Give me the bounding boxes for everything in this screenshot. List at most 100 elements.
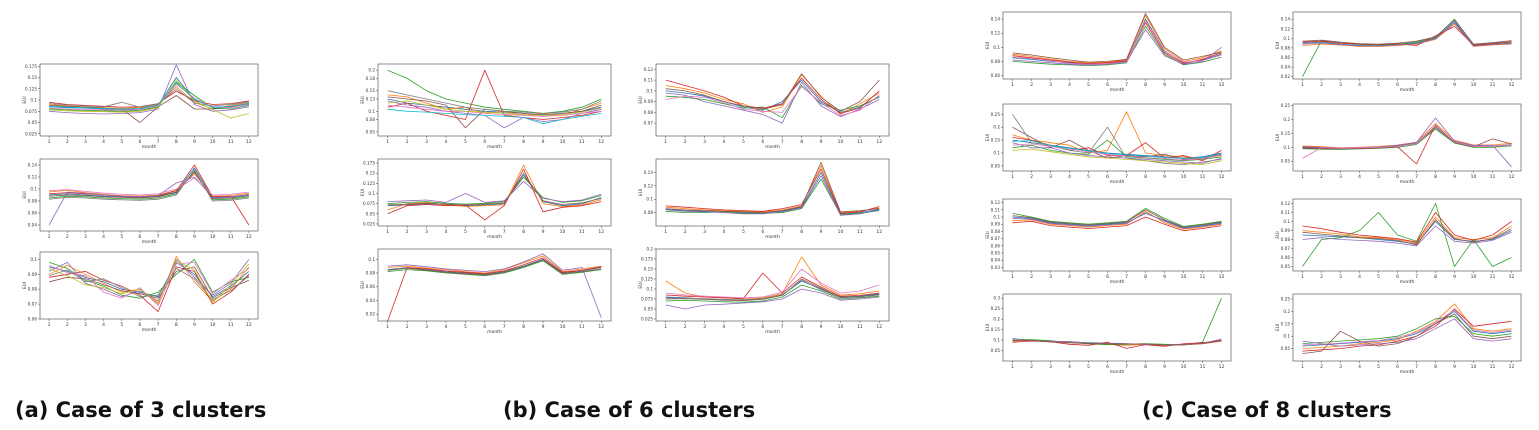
x-tick-label: 2 bbox=[406, 229, 409, 235]
y-tick-label: 0.1 bbox=[646, 88, 653, 93]
x-tick-label: 3 bbox=[703, 324, 706, 330]
series-line bbox=[387, 104, 602, 117]
subplot-c-8: 0.050.10.150.20.251 2 3 4 5 6 7 8 9 10 11 12monthEU… bbox=[1275, 293, 1522, 375]
series-line bbox=[1012, 22, 1222, 64]
x-tick-label: 1 bbox=[48, 234, 51, 240]
x-tick-label: 4 bbox=[1358, 82, 1361, 88]
y-tick-label: 0.07 bbox=[644, 121, 654, 126]
x-tick-label: 10 bbox=[1471, 364, 1477, 370]
x-tick-label: 11 bbox=[857, 324, 863, 330]
x-tick-label: 2 bbox=[66, 139, 69, 145]
y-tick-label: 0.08 bbox=[991, 59, 1001, 64]
x-tick-label: 12 bbox=[1509, 174, 1515, 180]
y-tick-label: 0.06 bbox=[1281, 55, 1291, 60]
y-axis-label: EUI bbox=[22, 96, 28, 103]
x-tick-label: 10 bbox=[1181, 274, 1187, 280]
x-tick-label: 10 bbox=[1471, 174, 1477, 180]
x-tick-label: 4 bbox=[445, 229, 448, 235]
x-tick-label: 9 bbox=[542, 139, 545, 145]
series-line bbox=[387, 69, 602, 120]
x-tick-label: 11 bbox=[1490, 364, 1496, 370]
x-tick-label: 8 bbox=[1144, 364, 1147, 370]
x-tick-label: 8 bbox=[1434, 274, 1437, 280]
x-tick-label: 11 bbox=[1490, 174, 1496, 180]
x-axis-label: month bbox=[487, 234, 502, 240]
y-tick-label: 0.04 bbox=[991, 258, 1001, 263]
y-tick-label: 0.125 bbox=[25, 86, 37, 91]
x-axis-label: month bbox=[1400, 87, 1415, 93]
y-tick-label: 0.06 bbox=[1281, 255, 1291, 260]
x-tick-label: 6 bbox=[1106, 364, 1109, 370]
series-line bbox=[1012, 339, 1222, 346]
x-tick-label: 10 bbox=[210, 234, 216, 240]
y-tick-label: 0.12 bbox=[1281, 26, 1291, 31]
x-tick-label: 6 bbox=[761, 229, 764, 235]
series-line bbox=[1302, 308, 1512, 352]
y-axis-label: EUI bbox=[638, 281, 644, 288]
x-tick-label: 8 bbox=[175, 139, 178, 145]
x-tick-label: 10 bbox=[1471, 274, 1477, 280]
y-axis-label: EUI bbox=[360, 96, 366, 103]
x-tick-label: 11 bbox=[228, 139, 234, 145]
y-tick-label: 0.175 bbox=[25, 64, 37, 69]
x-tick-label: 8 bbox=[175, 234, 178, 240]
x-tick-label: 2 bbox=[684, 139, 687, 145]
x-tick-label: 8 bbox=[800, 229, 803, 235]
plot-frame bbox=[655, 63, 890, 137]
x-tick-label: 5 bbox=[120, 139, 123, 145]
x-tick-label: 7 bbox=[1125, 174, 1128, 180]
y-tick-label: 0.15 bbox=[1281, 131, 1291, 136]
x-tick-label: 6 bbox=[761, 324, 764, 330]
x-tick-label: 11 bbox=[1200, 82, 1206, 88]
y-tick-label: 0.12 bbox=[1281, 201, 1291, 206]
series-line bbox=[49, 261, 250, 298]
series-line bbox=[1012, 15, 1222, 64]
y-tick-label: 0.04 bbox=[1281, 65, 1291, 70]
x-tick-label: 6 bbox=[483, 229, 486, 235]
series-line bbox=[49, 79, 249, 119]
x-tick-label: 3 bbox=[1049, 364, 1052, 370]
series-line bbox=[387, 172, 602, 207]
x-tick-label: 8 bbox=[1144, 274, 1147, 280]
x-tick-label: 3 bbox=[1049, 174, 1052, 180]
x-tick-label: 6 bbox=[1396, 274, 1399, 280]
x-tick-label: 2 bbox=[66, 234, 69, 240]
x-tick-label: 7 bbox=[1415, 364, 1418, 370]
y-tick-label: 0.05 bbox=[366, 211, 376, 216]
y-tick-label: 0.1 bbox=[993, 215, 1000, 220]
series-line bbox=[1302, 310, 1512, 347]
y-tick-label: 0.075 bbox=[641, 297, 653, 302]
x-tick-label: 6 bbox=[138, 322, 141, 328]
series-line bbox=[1012, 20, 1222, 65]
y-tick-label: 0.09 bbox=[28, 272, 38, 277]
x-axis-label: month bbox=[1110, 369, 1125, 375]
x-tick-label: 11 bbox=[579, 229, 585, 235]
y-tick-label: 0.12 bbox=[991, 200, 1001, 205]
x-tick-label: 1 bbox=[1011, 174, 1014, 180]
y-axis-label: EUI bbox=[638, 96, 644, 103]
subplot-c-6: 0.050.060.070.080.090.10.110.121 2 3 4 5 6 7 8 9… bbox=[1275, 198, 1522, 285]
x-tick-label: 10 bbox=[1181, 82, 1187, 88]
y-tick-label: 0.04 bbox=[28, 223, 38, 228]
y-tick-label: 0.05 bbox=[1281, 264, 1291, 269]
x-tick-label: 3 bbox=[84, 234, 87, 240]
x-tick-label: 4 bbox=[445, 324, 448, 330]
series-line bbox=[665, 279, 880, 301]
y-tick-label: 0.11 bbox=[1281, 210, 1291, 215]
series-line bbox=[665, 73, 880, 112]
y-tick-label: 0.3 bbox=[993, 296, 1000, 301]
series-line bbox=[387, 260, 602, 277]
series-line bbox=[387, 168, 602, 221]
x-tick-label: 1 bbox=[1011, 82, 1014, 88]
y-tick-label: 0.11 bbox=[644, 78, 654, 83]
series-line bbox=[1012, 212, 1222, 229]
x-tick-label: 3 bbox=[425, 324, 428, 330]
x-tick-label: 1 bbox=[1301, 274, 1304, 280]
x-tick-label: 3 bbox=[425, 229, 428, 235]
y-tick-label: 0.075 bbox=[25, 109, 37, 114]
x-tick-label: 10 bbox=[1471, 82, 1477, 88]
x-axis-label: month bbox=[142, 327, 157, 333]
subplot-b-1: 0.050.080.10.130.150.180.21 2 3 4 5 6 7 8 9 10 11 1… bbox=[360, 63, 612, 150]
x-tick-label: 1 bbox=[1301, 174, 1304, 180]
